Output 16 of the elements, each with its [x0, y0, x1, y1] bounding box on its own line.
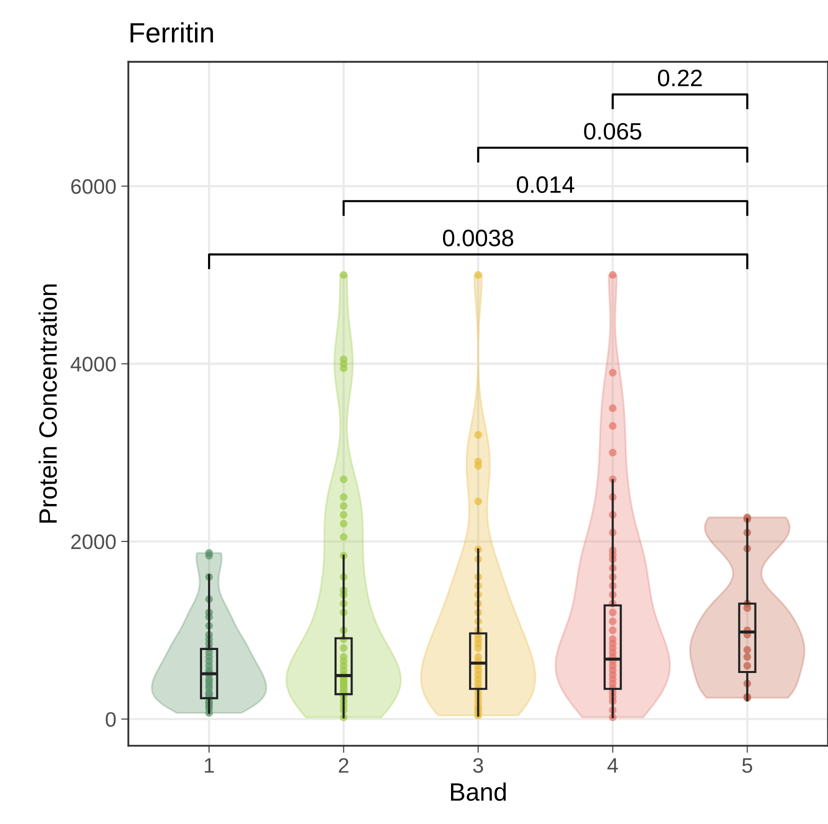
annotation: 0.22 [658, 70, 702, 86]
x-tick-label: 5 [742, 758, 752, 773]
chart-title: Ferritin [130, 22, 213, 43]
y-axis-title: Protein Concentration [38, 284, 57, 523]
x-tick-label: 1 [204, 758, 214, 773]
x-tick-label: 3 [473, 758, 484, 773]
annotation: 0.0038 [442, 230, 514, 246]
x-tick-label: 4 [607, 758, 618, 773]
x-tick-label: 2 [338, 758, 348, 773]
y-tick-label: 2000 [71, 534, 116, 550]
y-tick-label: 6000 [71, 179, 116, 194]
annotation: 0.065 [584, 122, 642, 140]
y-tick-label: 0 [106, 712, 116, 727]
y-tick-label: 4000 [70, 356, 116, 372]
x-axis-title: Band [451, 782, 506, 801]
annotation: 0.014 [516, 176, 574, 194]
